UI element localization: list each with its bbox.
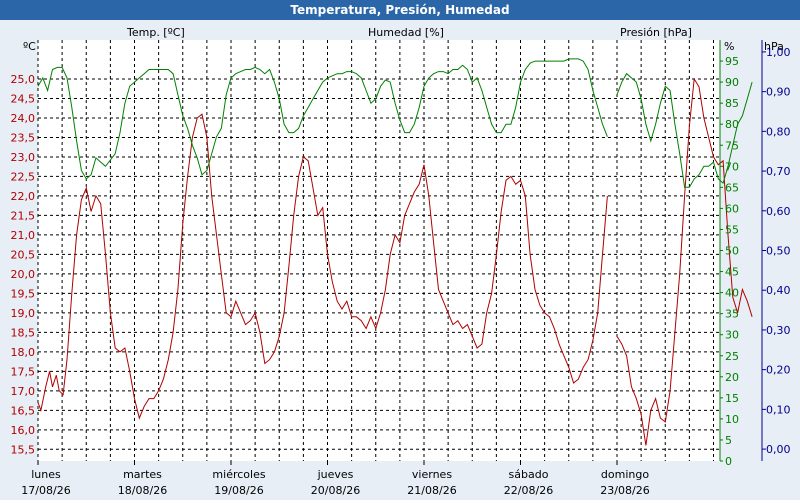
x-tick-day: sábado — [509, 468, 549, 481]
pressure-tick-label: 0,30 — [766, 324, 791, 337]
pressure-tick-label: 0,50 — [766, 245, 791, 258]
temperature-tick-label: 24,0 — [11, 112, 36, 125]
temperature-ticks: 15,5 16,0 16,5 17,0 17,5 18,0 18,5 19,0 19,5 20,0… — [11, 73, 36, 456]
pressure-tick-label: 0,00 — [766, 443, 791, 456]
humidity-unit-label: % — [724, 40, 734, 53]
temperature-tick-label: 24,5 — [11, 92, 36, 105]
temperature-tick-label: 23,5 — [11, 131, 36, 144]
title-bar: Temperatura, Presión, Humedad — [0, 0, 800, 20]
humidity-tick-label: 20 — [725, 371, 739, 384]
pressure-tick-label: 0,60 — [766, 205, 791, 218]
humidity-series-line — [37, 58, 608, 180]
temperature-tick-label: 19,5 — [11, 287, 36, 300]
pressure-unit-label: hPa — [764, 40, 784, 53]
x-tick-day: martes — [123, 468, 162, 481]
temperature-series-line — [616, 77, 753, 446]
temperature-tick-label: 18,5 — [11, 326, 36, 339]
pressure-tick-label: 0,10 — [766, 403, 791, 416]
humidity-tick-label: 45 — [725, 266, 739, 279]
humidity-tick-label: 40 — [725, 287, 739, 300]
temperature-unit-label: ºC — [23, 40, 36, 53]
humidity-tick-label: 55 — [725, 223, 739, 236]
humidity-tick-label: 0 — [725, 455, 732, 468]
x-tick-day: domingo — [601, 468, 649, 481]
pressure-tick-label: 0,80 — [766, 125, 791, 138]
temperature-tick-label: 18,0 — [11, 346, 36, 359]
humidity-tick-label: 90 — [725, 76, 739, 89]
humidity-tick-label: 85 — [725, 97, 739, 110]
plot-area — [38, 40, 720, 461]
x-tick-date: 23/08/26 — [600, 484, 649, 497]
temperature-series-line — [37, 113, 608, 420]
temperature-tick-label: 22,5 — [11, 170, 36, 183]
temperature-tick-label: 16,0 — [11, 424, 36, 437]
x-tick-day: jueves — [317, 468, 354, 481]
humidity-tick-label: 25 — [725, 350, 739, 363]
humidity-tick-label: 80 — [725, 118, 739, 131]
pressure-ticks: 0,00 0,10 0,20 0,30 0,40 0,50 0,60 0,70 0,80 0,90… — [762, 46, 791, 456]
humidity-tick-label: 10 — [725, 413, 739, 426]
humidity-tick-label: 95 — [725, 55, 739, 68]
x-tick-day: lunes — [31, 468, 61, 481]
x-tick-date: 17/08/26 — [21, 484, 70, 497]
temperature-tick-label: 17,5 — [11, 365, 36, 378]
chart-frame: Temp. [ºC] Humedad [%] Presión [hPa] ºC … — [0, 20, 800, 500]
humidity-tick-label: 50 — [725, 245, 739, 258]
pressure-tick-label: 0,20 — [766, 364, 791, 377]
humidity-ticks: 0 5 10 15 20 25 30 35 40 45 50 55 60 65 70 75 80 85 90 95 — [720, 55, 739, 468]
x-axis-ticks: lunes 17/08/26 martes 18/08/26 miércoles 19/0… — [21, 461, 650, 497]
series-lines — [37, 58, 753, 446]
x-tick-date: 22/08/26 — [504, 484, 553, 497]
pressure-tick-label: 1,00 — [766, 46, 791, 59]
x-tick-day: viernes — [412, 468, 452, 481]
humidity-tick-label: 5 — [725, 434, 732, 447]
chart-svg: Temp. [ºC] Humedad [%] Presión [hPa] ºC … — [11, 26, 791, 497]
temperature-tick-label: 16,5 — [11, 404, 36, 417]
temperature-tick-label: 17,0 — [11, 385, 36, 398]
temperature-tick-label: 21,5 — [11, 209, 36, 222]
humidity-tick-label: 35 — [725, 308, 739, 321]
temperature-tick-label: 15,5 — [11, 443, 36, 456]
pressure-tick-label: 0,90 — [766, 86, 791, 99]
temperature-tick-label: 21,0 — [11, 229, 36, 242]
pressure-tick-label: 0,70 — [766, 165, 791, 178]
temperature-tick-label: 20,5 — [11, 248, 36, 261]
x-tick-date: 20/08/26 — [311, 484, 360, 497]
humidity-axis-title: Humedad [%] — [368, 26, 444, 39]
pressure-tick-label: 0,40 — [766, 284, 791, 297]
x-tick-date: 21/08/26 — [407, 484, 456, 497]
humidity-tick-label: 15 — [725, 392, 739, 405]
temperature-tick-label: 20,0 — [11, 268, 36, 281]
temperature-tick-label: 19,0 — [11, 307, 36, 320]
pressure-axis-title: Presión [hPa] — [620, 26, 692, 39]
chart-title: Temperatura, Presión, Humedad — [290, 3, 510, 17]
humidity-series-line — [616, 72, 753, 188]
temperature-tick-label: 22,0 — [11, 190, 36, 203]
x-tick-date: 19/08/26 — [214, 484, 263, 497]
humidity-tick-label: 60 — [725, 202, 739, 215]
humidity-tick-label: 65 — [725, 181, 739, 194]
humidity-tick-label: 75 — [725, 139, 739, 152]
temperature-axis-title: Temp. [ºC] — [126, 26, 185, 39]
humidity-tick-label: 30 — [725, 329, 739, 342]
x-tick-day: miércoles — [212, 468, 265, 481]
x-tick-date: 18/08/26 — [118, 484, 167, 497]
temperature-tick-label: 23,0 — [11, 151, 36, 164]
temperature-tick-label: 25,0 — [11, 73, 36, 86]
humidity-tick-label: 70 — [725, 160, 739, 173]
